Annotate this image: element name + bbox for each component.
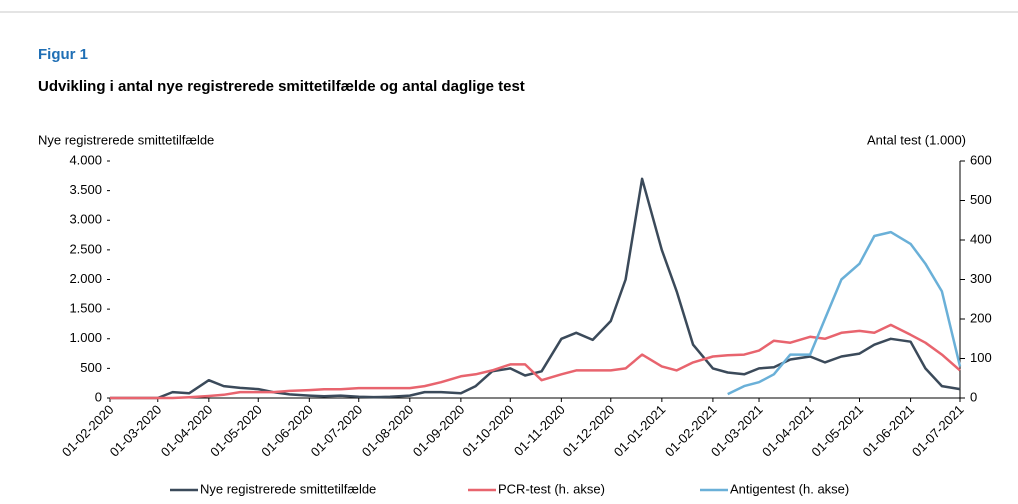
y2-tick-label: 100 [970, 350, 992, 365]
y2-axis-label: Antal test (1.000) [867, 132, 966, 147]
figure-label: Figur 1 [38, 46, 88, 63]
y-tick-label: 1.000 [69, 330, 102, 345]
x-tick-label: 01-01-2021 [611, 402, 669, 460]
y2-tick-label: 200 [970, 310, 992, 325]
y-tick-label: 0 [95, 389, 102, 404]
y2-tick-label: 300 [970, 271, 992, 286]
x-tick-label: 01-06-2021 [860, 402, 918, 460]
x-tick-label: 01-07-2020 [308, 402, 366, 460]
y-tick-label: 4.000 [69, 152, 102, 167]
x-tick-label: 01-10-2020 [459, 402, 517, 460]
legend-label: PCR-test (h. akse) [498, 481, 605, 496]
x-tick-label: 01-12-2020 [560, 402, 618, 460]
x-tick-label: 01-04-2021 [759, 402, 817, 460]
x-tick-label: 01-05-2021 [808, 402, 866, 460]
legend-label: Nye registrerede smittetilfælde [200, 481, 376, 496]
y-axis-label: Nye registrerede smittetilfælde [38, 132, 214, 147]
legend-label: Antigentest (h. akse) [730, 481, 849, 496]
series-line [727, 230, 962, 396]
y2-tick-label: 0 [970, 389, 977, 404]
chart-title: Udvikling i antal nye registrerede smitt… [38, 78, 525, 95]
x-tick-label: 01-04-2020 [158, 402, 216, 460]
y-tick-label: 500 [80, 360, 102, 375]
x-tick-label: 01-06-2020 [258, 402, 316, 460]
y-tick-label: 2.500 [69, 241, 102, 256]
x-tick-label: 01-09-2020 [410, 402, 468, 460]
x-tick-label: 01-11-2020 [511, 402, 568, 459]
x-tick-label: 01-05-2020 [207, 402, 265, 460]
y-tick-label: 2.000 [69, 271, 102, 286]
x-tick-label: 01-03-2020 [107, 402, 165, 460]
y2-tick-label: 400 [970, 231, 992, 246]
y-tick-label: 1.500 [69, 301, 102, 316]
x-tick-label: 01-07-2021 [909, 402, 967, 460]
y-tick-label: 3.000 [69, 212, 102, 227]
series-line [110, 177, 961, 400]
x-tick-label: 01-08-2020 [359, 402, 417, 460]
y2-tick-label: 600 [970, 152, 992, 167]
y2-tick-label: 500 [970, 192, 992, 207]
y-tick-label: 3.500 [69, 182, 102, 197]
